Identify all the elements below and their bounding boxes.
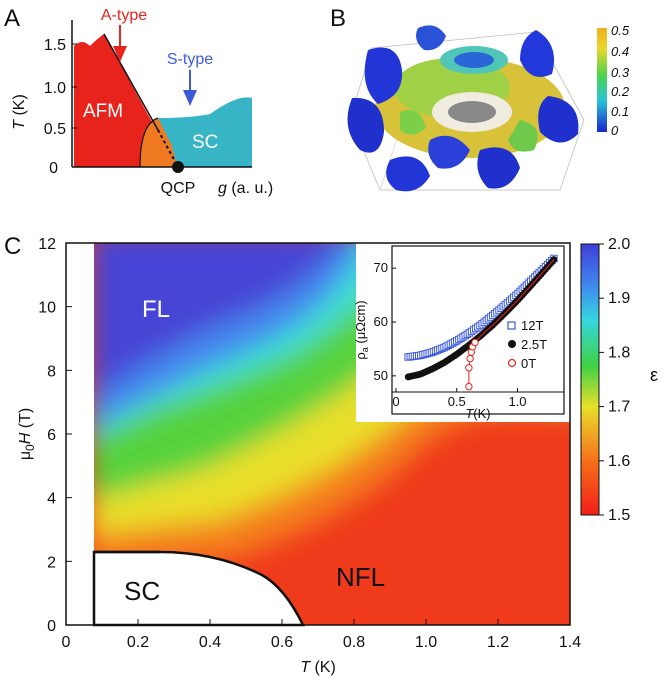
inset-ytick-label: 50 <box>374 368 388 383</box>
c-ytick-label: 10 <box>38 300 56 317</box>
a-ytick-2: 1.0 <box>44 80 66 97</box>
inset-0t-point <box>465 382 473 391</box>
inset-ylabel: ρa (μΩcm) <box>353 300 370 359</box>
inset-series <box>404 254 558 391</box>
a-ytick-0: 0 <box>49 160 58 177</box>
sc-region-c <box>92 550 305 627</box>
c-xtick-label: 0 <box>62 634 71 651</box>
legend-0t-label: 0T <box>521 356 536 371</box>
c-xtick-label: 0.2 <box>127 634 149 651</box>
overlap-region <box>140 118 177 167</box>
a-ylabel: T (K) <box>11 94 28 130</box>
sc-label-c: SC <box>124 576 160 606</box>
cbar-tick-label: 2.0 <box>608 236 630 253</box>
b-cbar-tick-4: 0.1 <box>611 104 629 119</box>
sc-dome-boundary <box>139 117 159 168</box>
inset-xtick-label: 0.5 <box>448 394 466 409</box>
c-ylabel: μ0H (T) <box>17 408 37 460</box>
c-x-ticks: 0 0.2 0.4 0.6 0.8 1.0 1.2 1.4 <box>62 619 581 651</box>
cbar-tick-label: 1.9 <box>608 290 630 307</box>
c-colorbar <box>580 243 600 516</box>
c-y-ticks: 0 2 4 6 8 10 12 <box>38 236 72 635</box>
b-cbar-tick-1: 0.4 <box>611 44 629 59</box>
panel-b: B 0.5 0.4 0.3 0.2 0.1 0 <box>330 5 630 192</box>
qcp-point <box>172 161 184 173</box>
afm-boundary <box>103 33 159 131</box>
a-type-arrow-head <box>113 46 127 62</box>
legend-12t-marker <box>507 321 516 330</box>
cbar-tick-label: 1.7 <box>608 399 630 416</box>
c-xlabel: T (K) <box>300 659 336 676</box>
inset-0t-point <box>466 354 474 363</box>
b-colorbar <box>597 28 607 132</box>
fl-label: FL <box>142 296 170 323</box>
inset-legend: 12T 2.5T 0T <box>507 318 547 371</box>
c-ytick-label: 2 <box>47 554 56 571</box>
panel-a-label: A <box>4 5 20 32</box>
c-colorbar-label: ε <box>650 365 658 385</box>
c-xtick-label: 1.0 <box>415 634 437 651</box>
inset-0t-point <box>465 364 473 372</box>
fermi-surface-render <box>347 25 585 192</box>
cbar-tick-label: 1.5 <box>608 507 630 524</box>
c-ytick-label: 4 <box>47 491 56 508</box>
b-cbar-tick-3: 0.2 <box>611 84 630 99</box>
legend-2-5t-marker <box>508 340 516 348</box>
a-sc-label: SC <box>192 132 218 153</box>
b-cbar-tick-0: 0.5 <box>611 23 630 38</box>
c-ytick-label: 12 <box>38 236 56 253</box>
c-colorbar-ticks: 2.0 1.9 1.8 1.7 1.6 1.5 <box>599 236 630 524</box>
c-xtick-label: 0.8 <box>343 634 365 651</box>
c-ytick-label: 6 <box>47 427 56 444</box>
s-type-arrow-head <box>183 90 197 106</box>
afm-label: AFM <box>83 101 123 122</box>
inset-ytick-label: 60 <box>374 314 388 329</box>
inset: 0 0.5 1.0 50 60 70 T(K) ρa (μΩcm) 12T 2.5T 0T <box>353 245 565 421</box>
inset-ticks: 0 0.5 1.0 50 60 70 <box>374 260 564 409</box>
panel-b-label: B <box>330 5 346 32</box>
inset-0t-point <box>471 338 479 347</box>
c-xtick-label: 0.6 <box>271 634 293 651</box>
legend-2-5t-label: 2.5T <box>521 337 547 352</box>
inset-series-0T <box>465 259 555 391</box>
a-type-label: A-type <box>101 7 147 24</box>
a-ytick-3: 1.5 <box>44 37 66 54</box>
b-cbar-tick-2: 0.3 <box>611 65 630 80</box>
cbar-tick-label: 1.6 <box>608 453 630 470</box>
qcp-label: QCP <box>161 180 196 197</box>
panel-c: C 0 0.2 0.4 0.6 0.8 1.0 1.2 1.4 0 2 4 6 8 10 12 T (K)… <box>4 233 658 676</box>
c-ytick-label: 8 <box>47 363 56 380</box>
panel-a: A 0 0.5 1.0 1.5 T (K) g (a. u.) AFM SC Q… <box>4 5 273 197</box>
inset-xtick-label: 1.0 <box>508 394 526 409</box>
panel-c-label: C <box>4 233 21 260</box>
c-ytick-label: 0 <box>47 618 56 635</box>
a-xlabel: g (a. u.) <box>218 180 273 197</box>
c-xtick-label: 0.4 <box>199 634 221 651</box>
inset-ytick-label: 70 <box>374 260 388 275</box>
b-cbar-tick-5: 0 <box>611 123 619 138</box>
cbar-tick-label: 1.8 <box>608 344 630 361</box>
c-xtick-label: 1.4 <box>559 634 581 651</box>
nfl-label: NFL <box>336 562 385 592</box>
c-xtick-label: 1.2 <box>487 634 509 651</box>
a-ytick-1: 0.5 <box>44 121 66 138</box>
inset-xlabel: T(K) <box>465 406 490 421</box>
s-type-label: S-type <box>167 51 213 68</box>
inset-xtick-label: 0 <box>392 394 399 409</box>
afm-boundary-dashed <box>157 129 178 166</box>
legend-12t-label: 12T <box>521 318 543 333</box>
legend-0t-marker <box>507 358 517 368</box>
